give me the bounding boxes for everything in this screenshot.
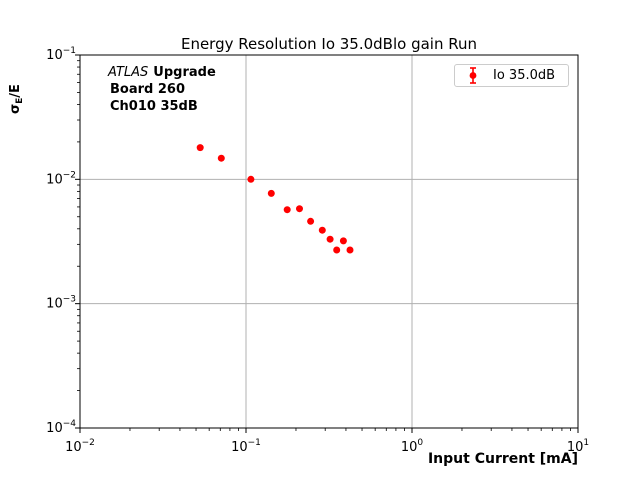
legend-entry-label: Io 35.0dB xyxy=(493,68,556,83)
x-axis-label: Input Current [mA] xyxy=(427,451,578,467)
data-point xyxy=(333,246,341,254)
ylabel-suffix: /E xyxy=(8,84,23,98)
data-point xyxy=(307,217,315,225)
data-point xyxy=(217,154,225,162)
annotation-line-1: ATLAS Upgrade xyxy=(108,64,216,81)
data-point xyxy=(339,237,347,245)
y-tick-label: 10−2 xyxy=(46,170,76,187)
ylabel-subscript: E xyxy=(15,97,25,104)
data-point xyxy=(283,206,291,214)
annotation-upgrade: Upgrade xyxy=(153,65,216,80)
y-tick-label: 10−4 xyxy=(46,419,76,436)
plot-annotation: ATLAS Upgrade Board 260 Ch010 35dB xyxy=(108,64,216,115)
annotation-line-2: Board 260 xyxy=(110,82,185,97)
data-point xyxy=(318,226,326,234)
legend-errorbar-icon xyxy=(469,67,477,84)
y-tick-label: 10−3 xyxy=(46,295,76,312)
chart-title: Energy Resolution Io 35.0dBlo gain Run xyxy=(180,35,478,53)
data-point xyxy=(196,144,204,152)
x-tick-label: 100 xyxy=(401,438,424,455)
x-tick-label: 10−1 xyxy=(231,438,261,455)
data-point xyxy=(296,205,303,213)
data-point xyxy=(346,246,354,254)
y-tick-label: 10−1 xyxy=(46,46,76,63)
axes-spines xyxy=(79,54,579,429)
data-point xyxy=(267,189,275,197)
annotation-line-3: Ch010 35dB xyxy=(110,99,198,114)
annotation-experiment: ATLAS xyxy=(108,65,149,80)
data-point xyxy=(247,175,255,183)
y-axis-label: σE/E xyxy=(8,84,25,114)
ylabel-sigma: σ xyxy=(8,103,23,114)
data-point xyxy=(326,235,334,243)
legend-box: Io 35.0dB xyxy=(454,64,569,87)
x-tick-label: 10−2 xyxy=(65,438,95,455)
